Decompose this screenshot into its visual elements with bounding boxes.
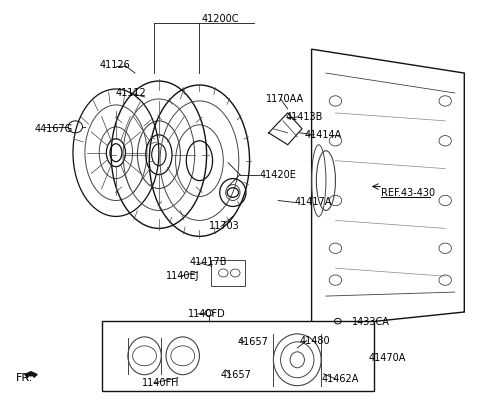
Text: 1433CA: 1433CA [352,317,390,327]
Text: 1170AA: 1170AA [266,94,304,104]
Text: 1140EJ: 1140EJ [166,271,200,281]
Text: 44167G: 44167G [35,124,73,134]
Text: 1140FH: 1140FH [142,378,180,388]
Text: 41417B: 41417B [190,257,228,267]
Text: 1140FD: 1140FD [188,309,225,319]
Text: 41126: 41126 [99,60,130,70]
Text: 41657: 41657 [238,337,268,347]
Text: 41200C: 41200C [202,14,240,24]
Text: 41462A: 41462A [321,374,359,384]
Text: 41470A: 41470A [369,353,406,363]
Text: 41657: 41657 [221,370,252,380]
Text: 11703: 11703 [209,221,240,231]
Text: 41417A: 41417A [295,197,332,207]
Text: 41414A: 41414A [304,130,342,140]
Text: 41480: 41480 [300,336,330,346]
Text: 41420E: 41420E [259,170,296,180]
FancyBboxPatch shape [102,321,373,391]
FancyBboxPatch shape [211,260,245,286]
Text: 41112: 41112 [116,88,147,98]
Polygon shape [25,372,37,377]
Text: REF.43-430: REF.43-430 [381,188,435,198]
Text: FR.: FR. [16,373,33,383]
Text: 41413B: 41413B [285,112,323,122]
